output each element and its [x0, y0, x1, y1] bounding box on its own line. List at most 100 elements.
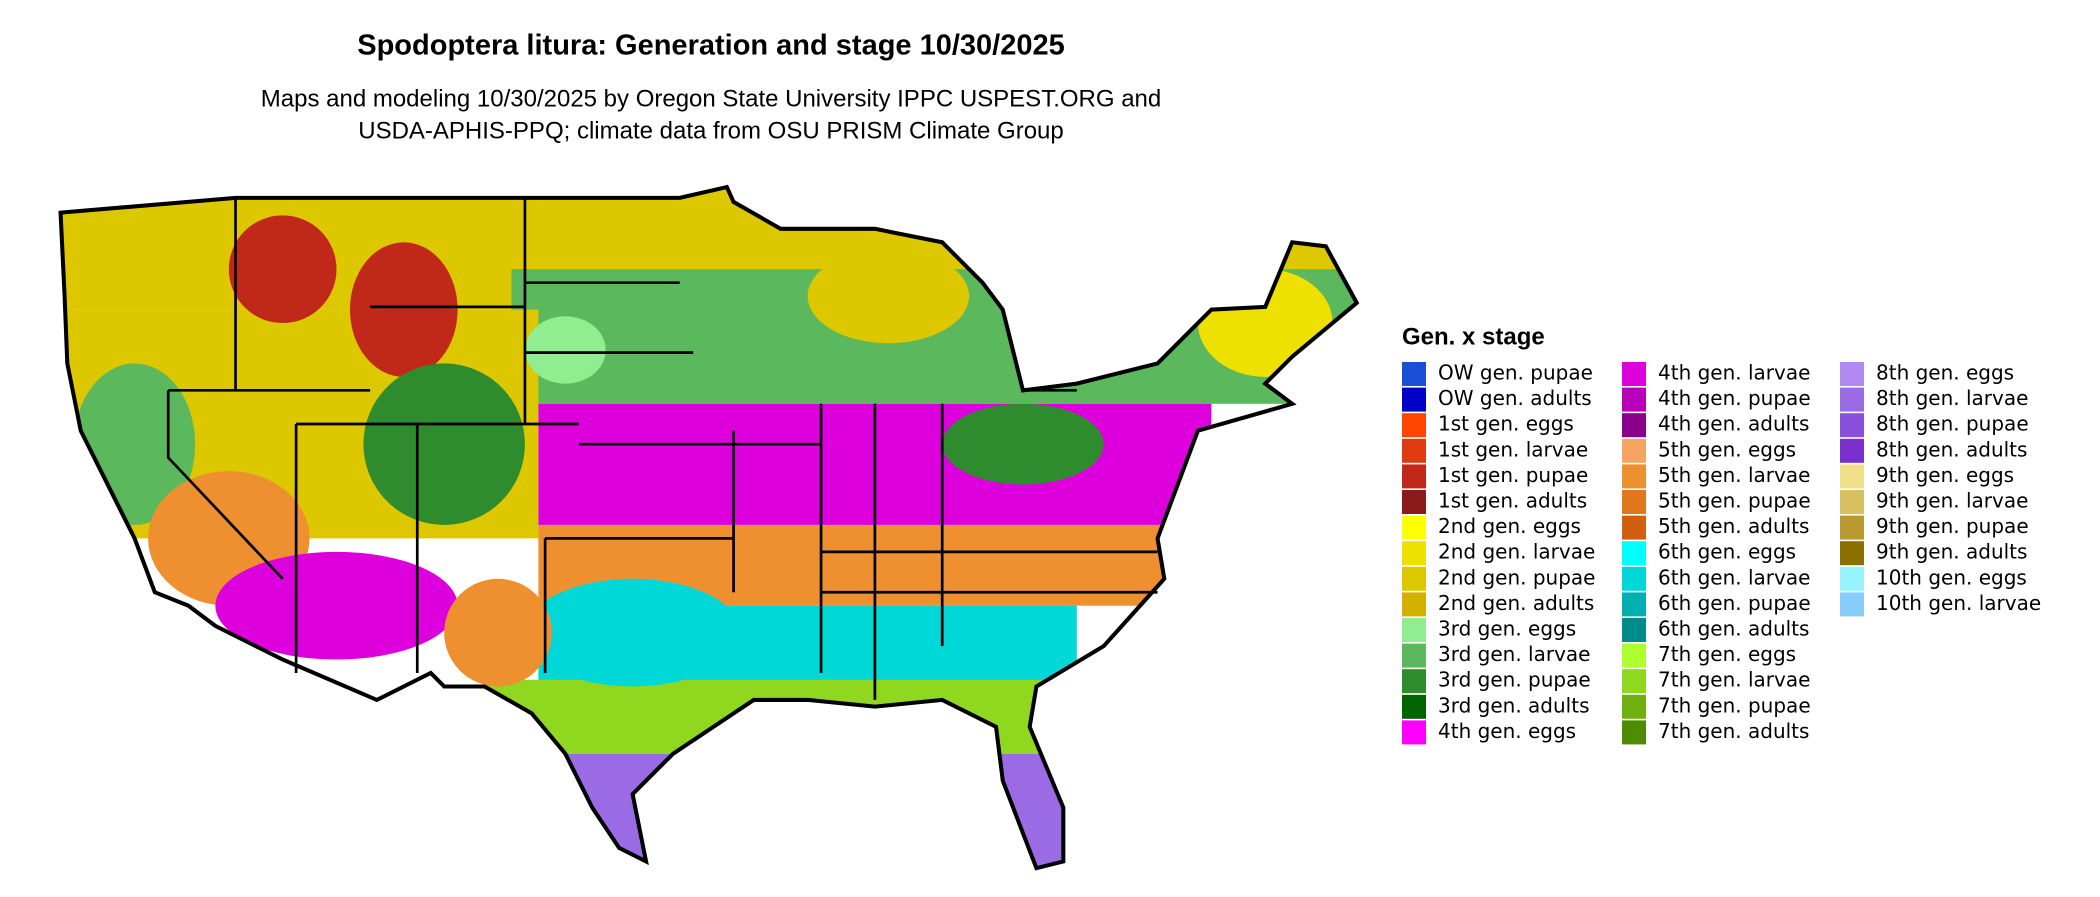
legend-swatch	[1402, 720, 1426, 745]
legend-swatch	[1402, 490, 1426, 514]
legend-label: 4th gen. pupae	[1658, 386, 1811, 410]
legend-swatch	[1622, 618, 1646, 642]
legend-label: 4th gen. eggs	[1438, 719, 1576, 743]
legend-swatch	[1402, 438, 1426, 463]
legend-label: 7th gen. larvae	[1658, 668, 1810, 692]
legend-label: OW gen. pupae	[1438, 361, 1593, 385]
legend-title: Gen. x stage	[1402, 323, 1545, 350]
legend-label: 9th gen. pupae	[1876, 514, 2029, 538]
legend-swatch	[1402, 592, 1426, 617]
legend-label: 1st gen. pupae	[1438, 463, 1588, 487]
legend-swatch	[1622, 438, 1646, 463]
legend-swatch	[1840, 515, 1864, 540]
legend-swatch	[1622, 566, 1646, 591]
region	[942, 403, 1104, 485]
legend-swatch	[1840, 387, 1864, 412]
legend-swatch	[1402, 643, 1426, 668]
legend-label: 7th gen. eggs	[1658, 642, 1796, 666]
map	[58, 184, 1360, 871]
legend-label: 7th gen. pupae	[1658, 693, 1811, 717]
region	[524, 316, 606, 384]
legend-label: 10th gen. larvae	[1876, 591, 2041, 615]
legend-swatch	[1402, 669, 1426, 694]
legend-swatch	[1622, 515, 1646, 540]
state-borders	[166, 197, 1158, 700]
legend-swatch	[1402, 694, 1426, 719]
legend-label: 3rd gen. eggs	[1438, 617, 1576, 641]
legend-label: 9th gen. eggs	[1876, 463, 2014, 487]
legend-swatch	[1622, 490, 1646, 514]
legend-swatch	[1840, 464, 1864, 489]
legend-swatch	[1840, 592, 1864, 617]
legend-swatch	[1402, 541, 1426, 566]
region	[484, 679, 1077, 754]
legend-label: 5th gen. adults	[1658, 514, 1809, 538]
legend-swatch	[1622, 362, 1646, 386]
legend-label: 2nd gen. pupae	[1438, 565, 1595, 589]
legend-label: 8th gen. larvae	[1876, 386, 2028, 410]
legend-swatch	[1840, 490, 1864, 514]
legend-label: 6th gen. pupae	[1658, 591, 1811, 615]
subtitle-line: Maps and modeling 10/30/2025 by Oregon S…	[261, 85, 1161, 112]
legend-label: 3rd gen. larvae	[1438, 642, 1590, 666]
legend-swatch	[1402, 618, 1426, 642]
legend-label: OW gen. adults	[1438, 386, 1592, 410]
legend-swatch	[1622, 541, 1646, 566]
legend-label: 1st gen. adults	[1438, 489, 1587, 513]
region	[1197, 269, 1333, 377]
legend-swatch	[1402, 515, 1426, 540]
legend-label: 6th gen. larvae	[1658, 565, 1810, 589]
legend-swatch	[1840, 438, 1864, 463]
legend-swatch	[1402, 464, 1426, 489]
legend-swatch	[1622, 643, 1646, 668]
region	[363, 363, 525, 525]
region	[565, 753, 1104, 869]
subtitle-line: USDA-APHIS-PPQ; climate data from OSU PR…	[358, 117, 1064, 144]
region	[215, 551, 458, 660]
region	[444, 578, 552, 687]
legend-swatch	[1622, 413, 1646, 438]
legend-label: 1st gen. larvae	[1438, 437, 1588, 461]
legend-label: 8th gen. pupae	[1876, 412, 2029, 436]
legend-label: 4th gen. adults	[1658, 412, 1809, 436]
legend-swatch	[1622, 720, 1646, 745]
legend-swatch	[1622, 694, 1646, 719]
legend-swatch	[1622, 592, 1646, 617]
region	[524, 578, 741, 687]
legend-swatch	[1402, 566, 1426, 591]
legend-swatch	[1840, 362, 1864, 386]
legend-label: 3rd gen. adults	[1438, 693, 1589, 717]
legend-label: 7th gen. adults	[1658, 719, 1809, 743]
legend-label: 8th gen. eggs	[1876, 361, 2014, 385]
legend-swatch	[1622, 669, 1646, 694]
legend-swatch	[1840, 566, 1864, 591]
legend-label: 5th gen. larvae	[1658, 463, 1810, 487]
legend-label: 10th gen. eggs	[1876, 565, 2027, 589]
legend-label: 2nd gen. adults	[1438, 591, 1594, 615]
legend-swatch	[1840, 413, 1864, 438]
legend-label: 9th gen. larvae	[1876, 489, 2028, 513]
legend-swatch	[1840, 541, 1864, 566]
legend-label: 5th gen. eggs	[1658, 437, 1796, 461]
legend-swatch	[1402, 387, 1426, 412]
country-border	[58, 184, 1360, 871]
legend-label: 2nd gen. eggs	[1438, 514, 1581, 538]
legend-label: 3rd gen. pupae	[1438, 668, 1591, 692]
legend-label: 8th gen. adults	[1876, 437, 2027, 461]
legend-swatch	[1402, 362, 1426, 386]
legend-label: 6th gen. eggs	[1658, 540, 1796, 564]
legend-swatch	[1622, 464, 1646, 489]
legend-label: 2nd gen. larvae	[1438, 540, 1595, 564]
title: Spodoptera litura: Generation and stage …	[357, 30, 1065, 62]
legend-label: 1st gen. eggs	[1438, 412, 1574, 436]
legend-swatch	[1402, 413, 1426, 438]
legend-label: 4th gen. larvae	[1658, 361, 1810, 385]
legend-label: 6th gen. adults	[1658, 617, 1809, 641]
region	[807, 249, 970, 344]
legend-swatch	[1622, 387, 1646, 412]
legend-label: 9th gen. adults	[1876, 540, 2027, 564]
map-fill	[60, 187, 1357, 869]
